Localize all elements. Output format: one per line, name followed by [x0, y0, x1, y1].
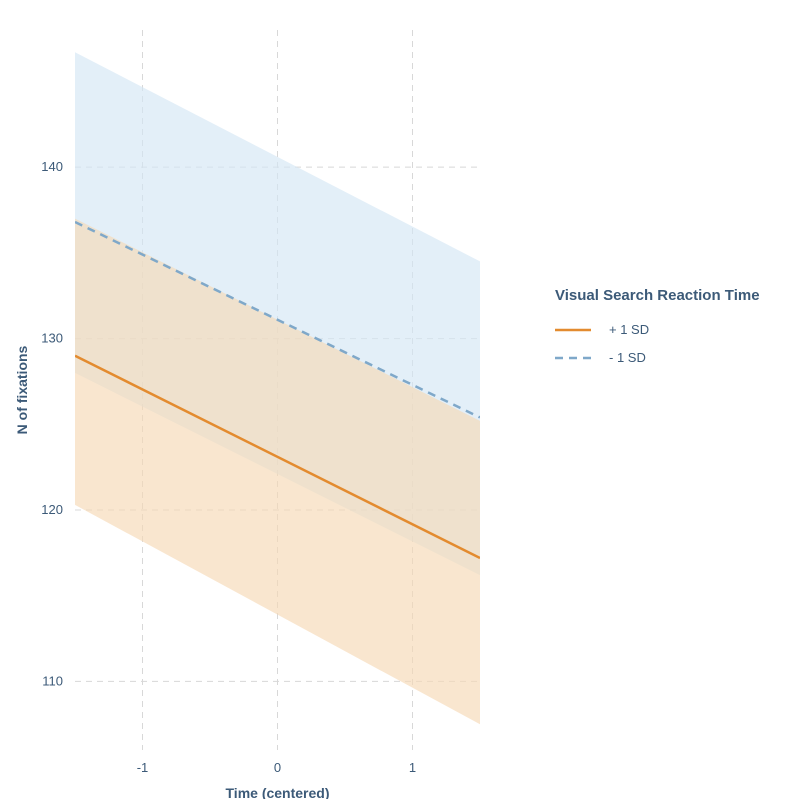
legend-title: Visual Search Reaction Time	[555, 287, 760, 304]
line-chart: -1 0 1 110 120 130 140 Time (centered) N of fixa…	[0, 0, 799, 799]
legend-label-plus1sd: + 1 SD	[609, 322, 649, 337]
y-axis-title: N of fixations	[14, 345, 30, 434]
legend-label-minus1sd: - 1 SD	[609, 350, 646, 365]
y-tick-label: 140	[41, 159, 63, 174]
x-axis-title: Time (centered)	[226, 785, 330, 799]
y-tick-label: 130	[41, 331, 63, 346]
x-tick-label: 1	[409, 760, 416, 775]
y-tick-label: 110	[42, 673, 63, 688]
x-tick-label: 0	[274, 760, 281, 775]
x-tick-label: -1	[137, 760, 149, 775]
chart-container: -1 0 1 110 120 130 140 Time (centered) N of fixa…	[0, 0, 799, 799]
y-tick-label: 120	[41, 502, 63, 517]
